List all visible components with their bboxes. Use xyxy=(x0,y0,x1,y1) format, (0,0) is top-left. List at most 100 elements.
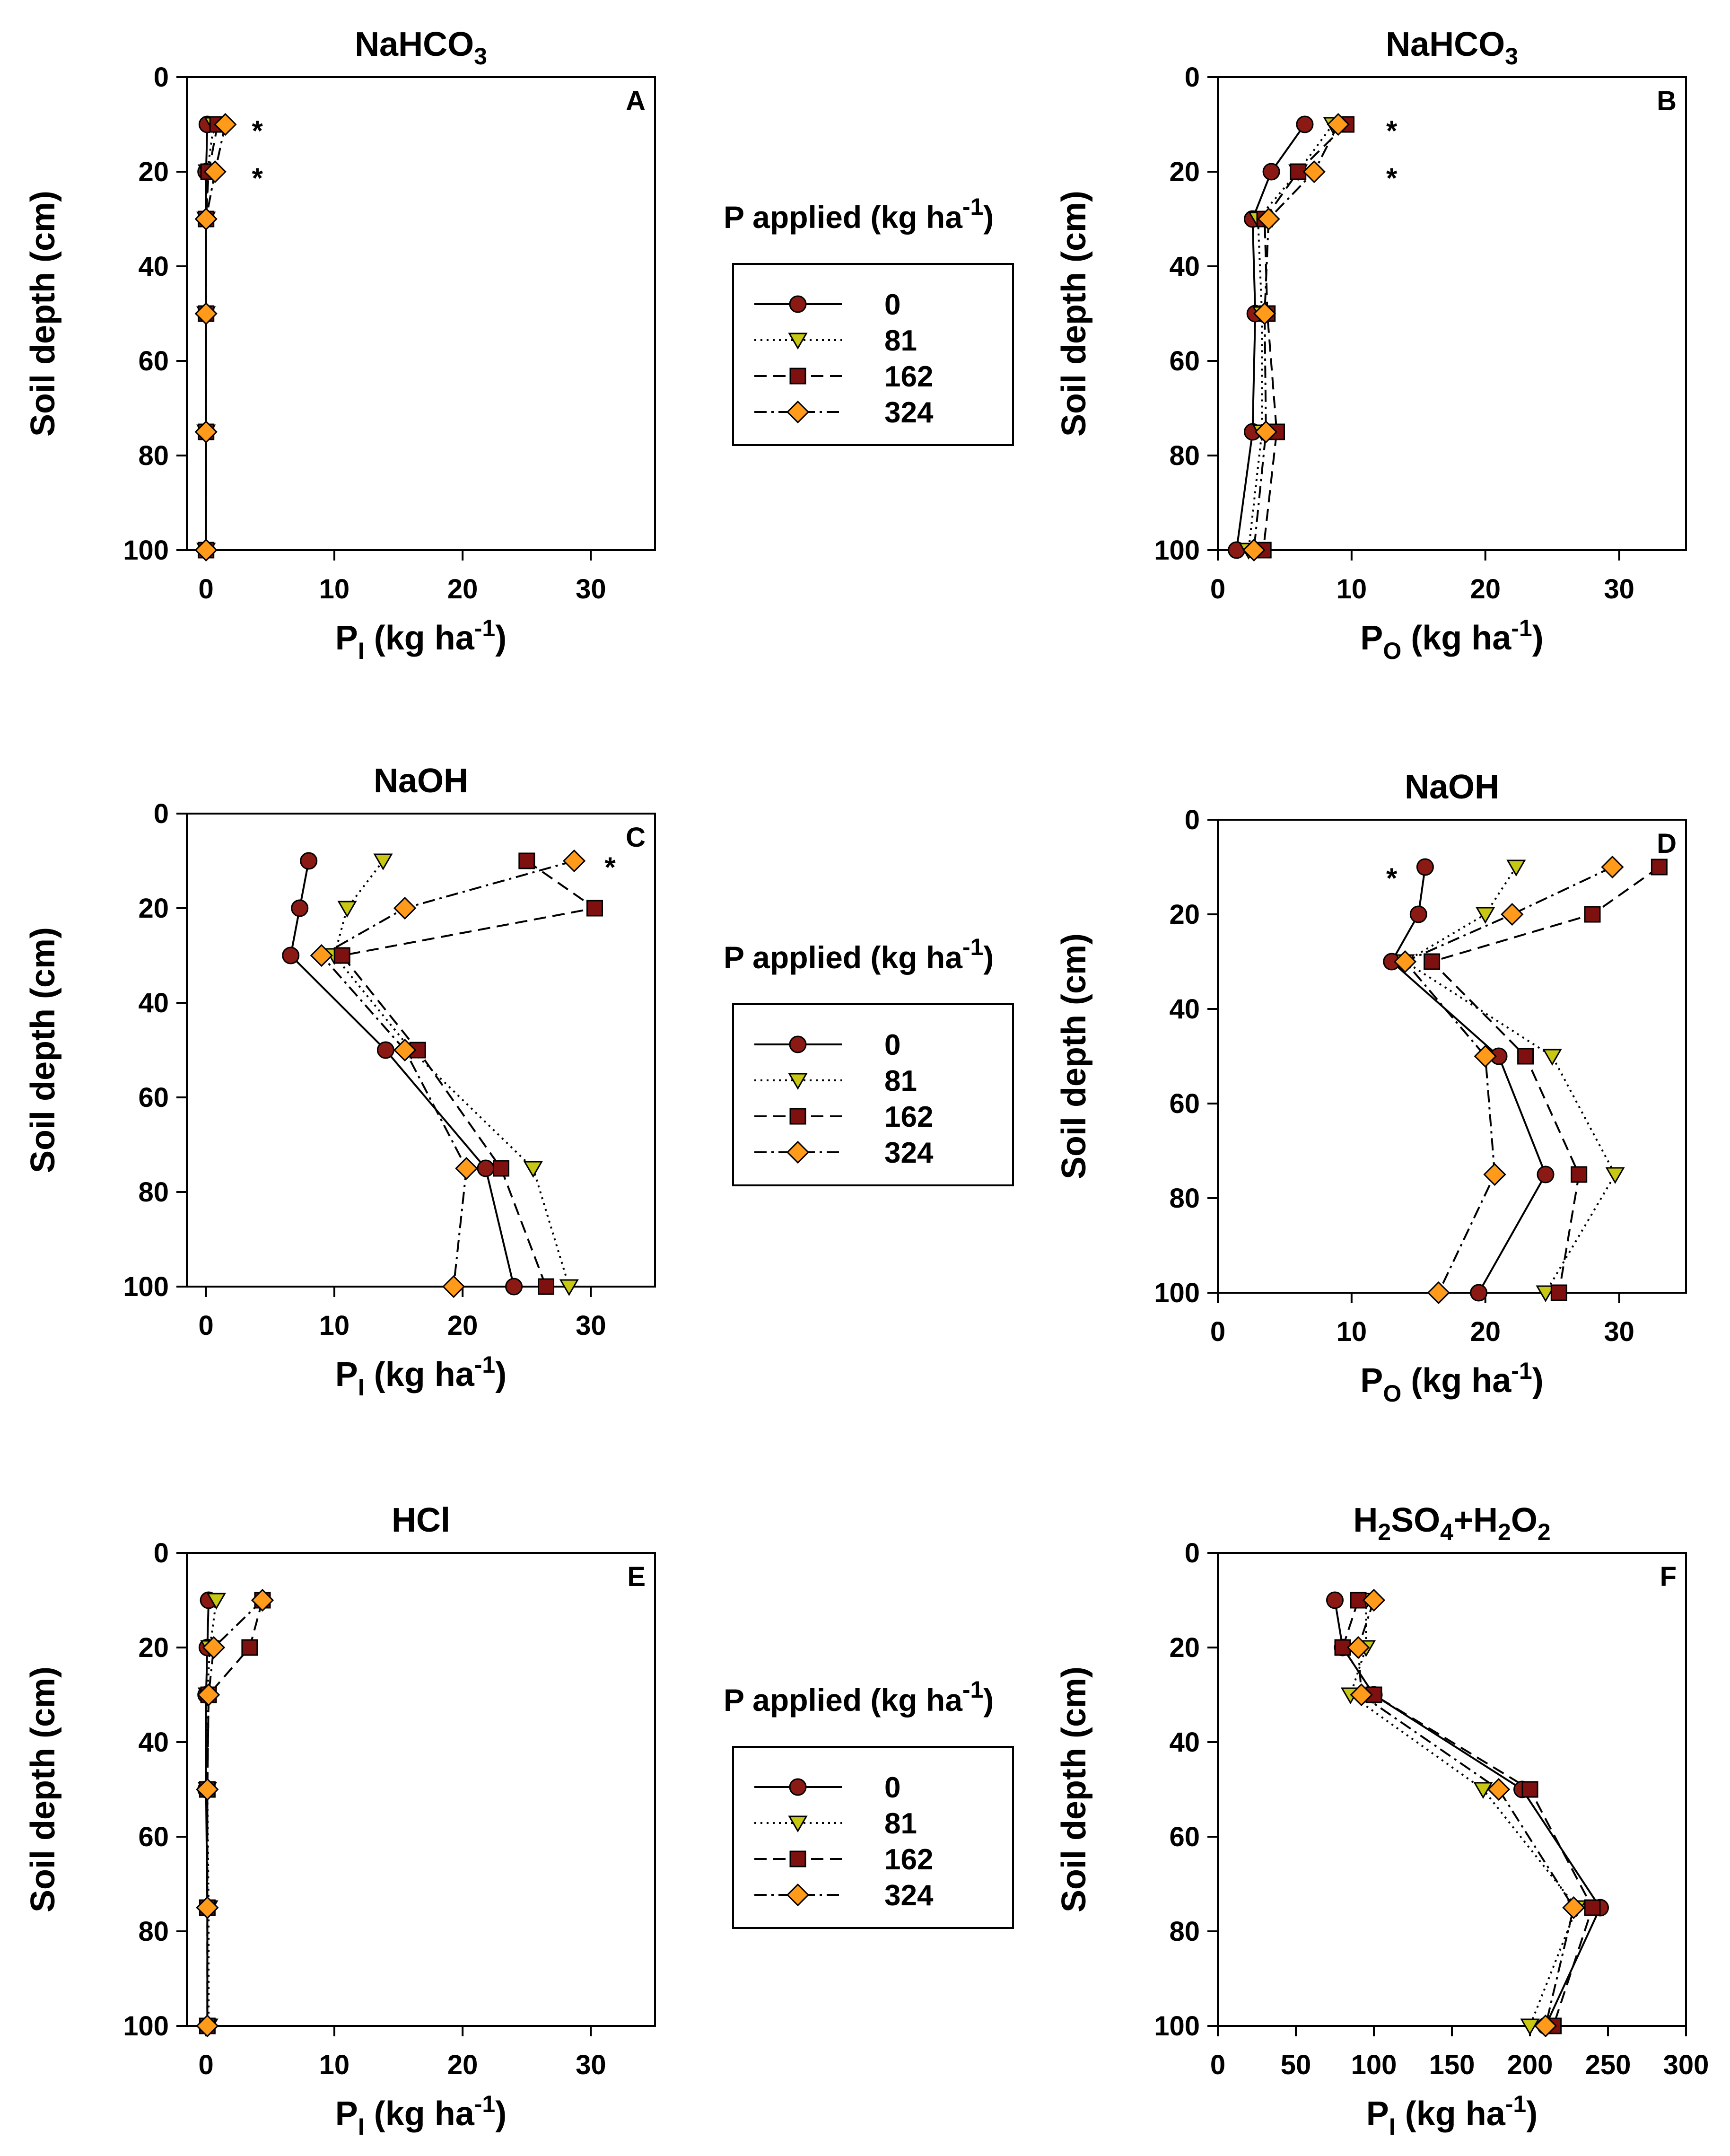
data-point-324 xyxy=(393,897,416,920)
legend-marker-0 xyxy=(789,295,807,313)
legend-title: P applied (kg ha-1) xyxy=(724,1676,994,1718)
y-tick-label: 0 xyxy=(154,62,169,93)
data-point-81 xyxy=(1507,859,1526,876)
data-point-162 xyxy=(1550,1284,1567,1301)
data-point-324 xyxy=(442,1275,465,1298)
data-point-0 xyxy=(1409,905,1427,923)
y-tick-label: 80 xyxy=(138,440,169,471)
panel-title: NaOH xyxy=(1405,768,1499,806)
y-tick-label: 20 xyxy=(1169,1632,1200,1663)
y-tick-label: 20 xyxy=(1169,899,1200,930)
legend-title: P applied (kg ha-1) xyxy=(724,934,994,975)
y-tick-label: 40 xyxy=(1169,994,1200,1025)
x-axis-label: PI (kg ha-1) xyxy=(335,2091,507,2140)
x-axis-label: PO (kg ha-1) xyxy=(1360,1358,1543,1407)
y-axis-label: Soil depth (cm) xyxy=(24,1666,62,1912)
data-point-162 xyxy=(1521,1781,1538,1798)
data-point-0 xyxy=(477,1159,495,1177)
legend-marker-0 xyxy=(789,1035,807,1053)
significance-star: * xyxy=(1386,115,1398,147)
x-tick-label: 10 xyxy=(319,1310,350,1341)
y-tick-label: 20 xyxy=(1169,157,1200,187)
legend-label: 162 xyxy=(884,360,933,393)
x-tick-label: 0 xyxy=(1210,574,1225,605)
y-tick-label: 60 xyxy=(138,346,169,377)
series-line-324 xyxy=(1403,866,1613,1293)
series-line-324 xyxy=(1357,1600,1575,2026)
y-tick-label: 20 xyxy=(138,893,169,924)
y-tick-label: 80 xyxy=(1169,1183,1200,1214)
data-point-81 xyxy=(338,901,357,917)
series-line-162 xyxy=(1430,866,1660,1293)
y-tick-label: 80 xyxy=(138,1916,169,1947)
x-tick-label: 200 xyxy=(1507,2050,1553,2080)
y-tick-label: 0 xyxy=(154,798,169,829)
plot-frame xyxy=(1217,819,1687,1294)
legend-marker-162 xyxy=(789,1850,806,1867)
y-tick-label: 40 xyxy=(138,1727,169,1758)
legend-label: 0 xyxy=(884,289,900,321)
x-tick-label: 0 xyxy=(199,2050,214,2080)
panel-f: 0 20 40 60 80 100 0 50 100 150 200 250 300 H2SO4+H2O2… xyxy=(1055,1501,1709,2140)
series-line-324 xyxy=(206,1599,263,2026)
y-tick-label: 60 xyxy=(1169,346,1200,377)
data-point-162 xyxy=(1517,1048,1534,1065)
data-point-162 xyxy=(1424,953,1441,970)
legend-label: 81 xyxy=(884,1065,917,1097)
data-point-162 xyxy=(1584,1899,1601,1916)
x-tick-label: 10 xyxy=(1337,1316,1367,1347)
data-point-0 xyxy=(291,899,309,917)
x-tick-label: 50 xyxy=(1281,2050,1311,2080)
y-axis-label: Soil depth (cm) xyxy=(1055,1666,1093,1912)
panel-title: H2SO4+H2O2 xyxy=(1353,1501,1550,1545)
data-point-324 xyxy=(563,850,585,872)
y-tick-label: 60 xyxy=(138,1822,169,1852)
panel-letter: A xyxy=(626,86,646,116)
data-point-324 xyxy=(1484,1163,1506,1186)
legend-marker-162 xyxy=(789,1108,806,1125)
x-tick-label: 30 xyxy=(576,2050,606,2080)
series-line-162 xyxy=(206,1600,263,2026)
series-line-81 xyxy=(1403,866,1616,1294)
y-tick-label: 100 xyxy=(123,2011,169,2042)
x-axis-label: PI (kg ha-1) xyxy=(335,615,507,664)
data-point-162 xyxy=(333,947,350,964)
x-tick-label: 30 xyxy=(1604,1316,1634,1347)
data-point-162 xyxy=(1584,906,1601,923)
legend-label: 162 xyxy=(884,1101,933,1133)
data-point-162 xyxy=(518,852,535,869)
x-tick-label: 10 xyxy=(1337,574,1367,605)
data-point-162 xyxy=(586,900,603,917)
y-tick-label: 100 xyxy=(1154,2011,1200,2042)
y-tick-label: 80 xyxy=(1169,440,1200,471)
data-point-0 xyxy=(282,947,300,964)
x-tick-label: 10 xyxy=(319,2050,350,2080)
x-tick-label: 10 xyxy=(319,574,350,605)
legend-label: 81 xyxy=(884,1807,917,1840)
x-tick-label: 300 xyxy=(1663,2050,1709,2080)
panel-letter: B xyxy=(1657,86,1677,116)
legend-marker-0 xyxy=(789,1778,807,1796)
plot-frame xyxy=(1217,1552,1687,2027)
plot-frame xyxy=(186,1552,656,2027)
data-point-324 xyxy=(1501,903,1523,926)
panel-d: 0 20 40 60 80 100 0 10 20 30 NaOH PO (kg ha-1) Soil … xyxy=(1055,768,1687,1407)
panel-b: 0 20 40 60 80 100 0 10 20 30 NaHCO3 PO (kg ha-1) Soi… xyxy=(1055,26,1687,664)
y-tick-label: 100 xyxy=(123,535,169,566)
series-line-324 xyxy=(320,860,575,1287)
y-axis-label: Soil depth (cm) xyxy=(24,191,62,437)
series-line-162 xyxy=(205,124,219,550)
significance-star: * xyxy=(604,851,616,883)
x-tick-label: 250 xyxy=(1585,2050,1631,2080)
x-tick-label: 100 xyxy=(1351,2050,1397,2080)
legend-label: 0 xyxy=(884,1771,900,1804)
legend-box xyxy=(732,263,1014,446)
data-point-0 xyxy=(1262,163,1280,181)
x-tick-label: 30 xyxy=(1604,574,1634,605)
panel-a: 0 20 40 60 80 100 0 10 20 30 NaHCO3 PI (kg ha-1) Soi… xyxy=(24,26,656,664)
legend-title: P applied (kg ha-1) xyxy=(724,193,994,235)
series-line-162 xyxy=(1341,1600,1594,2026)
y-tick-label: 0 xyxy=(1185,1538,1200,1569)
legend-marker-162 xyxy=(789,368,806,385)
